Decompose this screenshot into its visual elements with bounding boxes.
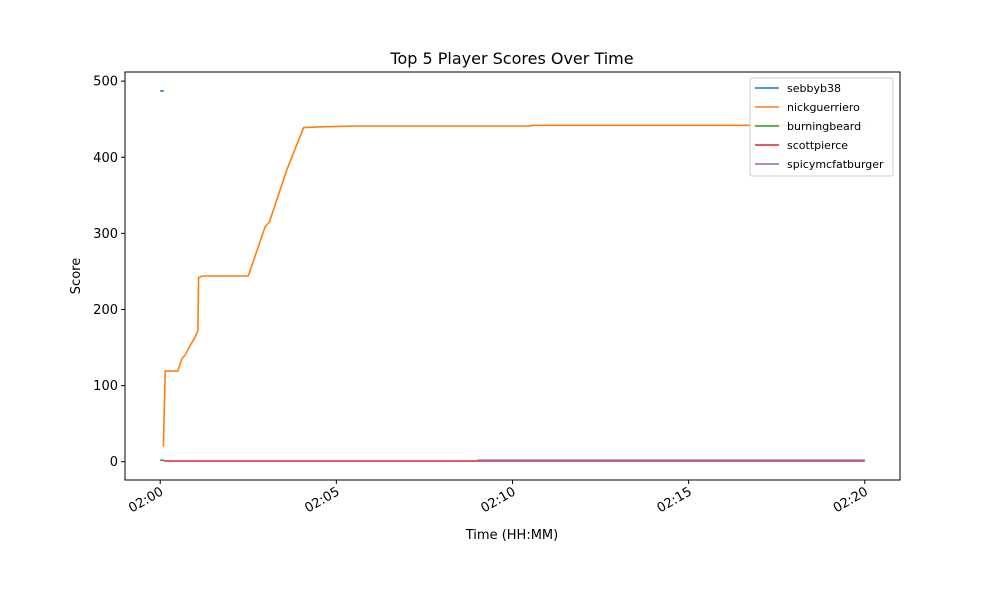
y-tick-label: 500 <box>93 75 118 90</box>
legend-label: spicymcfatburger <box>787 158 884 171</box>
legend-label: scottpierce <box>787 139 848 152</box>
y-tick-label: 100 <box>93 379 118 394</box>
y-tick-label: 400 <box>93 151 118 166</box>
legend-label: sebbyb38 <box>787 82 841 95</box>
legend-label: burningbeard <box>787 120 861 133</box>
chart-title: Top 5 Player Scores Over Time <box>389 49 633 68</box>
y-axis-label: Score <box>69 258 84 294</box>
y-tick-label: 300 <box>93 227 118 242</box>
plot-frame <box>124 71 901 481</box>
legend: sebbyb38 nickguerriero burningbeard scottpi… <box>749 77 894 177</box>
x-axis-label: Time (HH:MM) <box>465 528 558 543</box>
series-line-nickguerriero <box>162 124 865 447</box>
legend-label: nickguerriero <box>787 101 860 114</box>
legend-box <box>749 77 894 177</box>
y-tick-label: 0 <box>110 455 118 470</box>
y-tick-label: 200 <box>93 303 118 318</box>
